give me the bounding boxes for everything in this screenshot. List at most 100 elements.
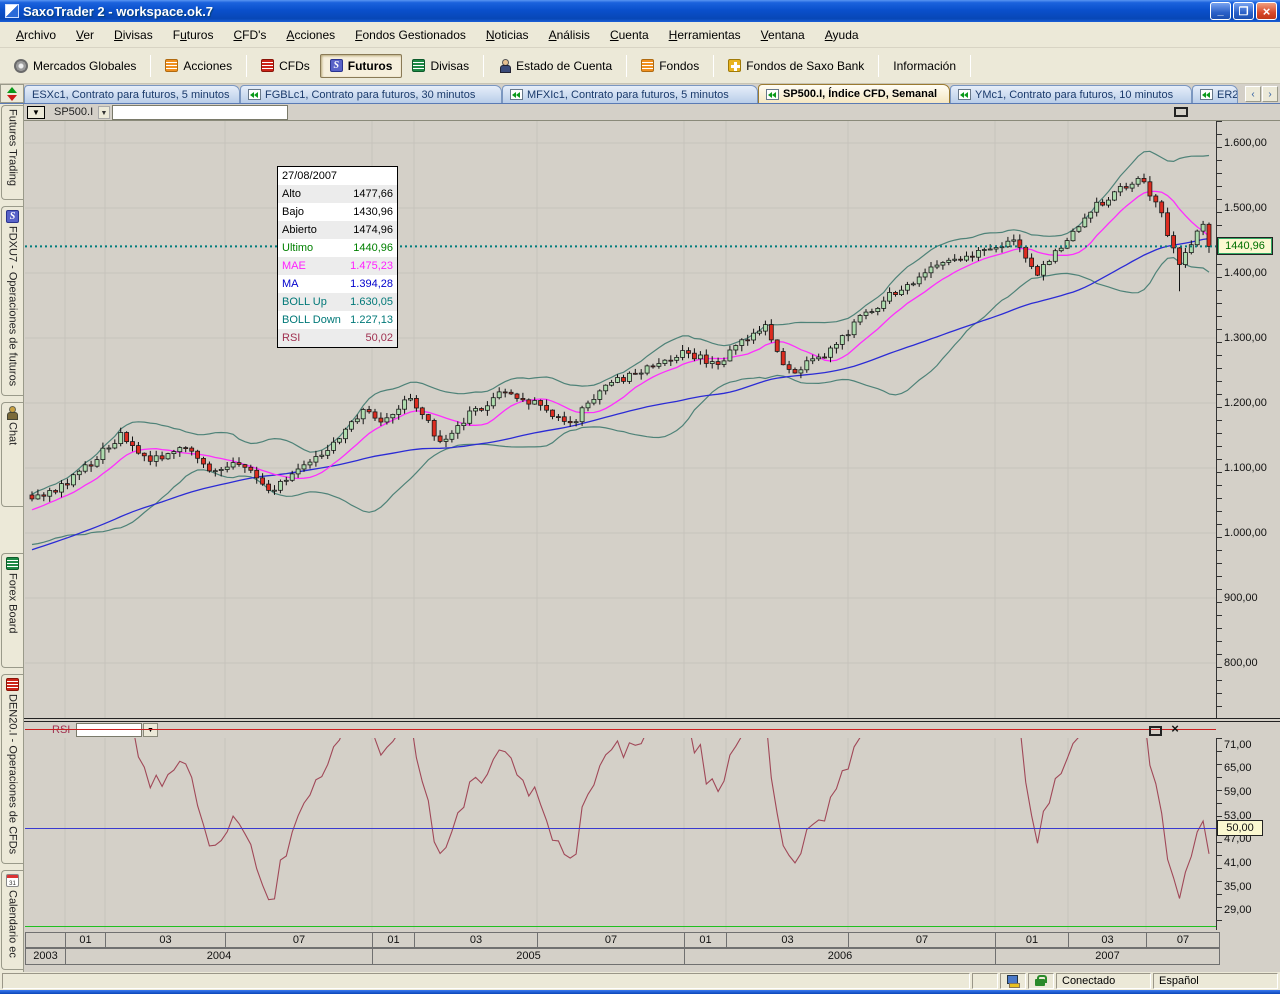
status-bar: ConectadoEspañol xyxy=(0,972,1280,990)
menu-item-futuros[interactable]: Futuros xyxy=(163,25,224,45)
rsi-tick-label: 41,00 xyxy=(1224,857,1252,869)
title-bar: SaxoTrader 2 - workspace.ok.7 _ ❐ × xyxy=(0,0,1280,22)
window-title: SaxoTrader 2 - workspace.ok.7 xyxy=(23,4,1210,19)
tab-esxc1[interactable]: ESXc1, Contrato para futuros, 5 minutos xyxy=(24,85,240,103)
price-tick-label: 1.300,00 xyxy=(1224,332,1267,344)
year-cell: 2003 xyxy=(25,948,66,965)
rsi-close-icon[interactable]: × xyxy=(1168,722,1182,736)
tooltip-row: MA1.394,28 xyxy=(278,275,397,293)
chart-dropdown-button[interactable]: ▼ xyxy=(27,106,45,119)
sidebar-item-forex[interactable]: Forex Board xyxy=(1,553,23,668)
menu-item-ventana[interactable]: Ventana xyxy=(751,25,815,45)
chart-tabs: ESXc1, Contrato para futuros, 5 minutos F… xyxy=(24,84,1243,103)
tab-label: FGBLc1, Contrato para futuros, 30 minuto… xyxy=(265,89,475,101)
toolbar-button-cfds[interactable]: CFDs xyxy=(251,54,320,78)
toolbar-separator xyxy=(246,55,247,77)
status-conectado: Conectado xyxy=(1056,973,1151,989)
toolbar-button-divisas[interactable]: Divisas xyxy=(402,54,479,78)
menu-item-cfd-s[interactable]: CFD's xyxy=(223,25,276,45)
price-tick-label: 1.400,00 xyxy=(1224,267,1267,279)
rsi-tick-label: 65,00 xyxy=(1224,762,1252,774)
menu-item-divisas[interactable]: Divisas xyxy=(104,25,163,45)
tab-fgblc1[interactable]: FGBLc1, Contrato para futuros, 30 minuto… xyxy=(240,85,502,103)
sidebar-item-futures[interactable]: Futures Trading xyxy=(1,105,23,200)
toolbar-separator xyxy=(713,55,714,77)
close-button[interactable]: × xyxy=(1256,2,1277,20)
tab-scroll-left-button[interactable]: ‹ xyxy=(1245,86,1261,102)
toolbar-button-fondos-de-saxo-bank[interactable]: Fondos de Saxo Bank xyxy=(718,54,874,78)
rsi-input[interactable] xyxy=(76,723,142,737)
tab-label: SP500.I, Índice CFD, Semanal xyxy=(783,88,937,100)
menu-item-herramientas[interactable]: Herramientas xyxy=(659,25,751,45)
network-icon xyxy=(1006,975,1020,987)
rsi-caret-icon[interactable]: ▼ xyxy=(143,723,158,737)
toolbar-button-mercados-globales[interactable]: Mercados Globales xyxy=(4,54,146,78)
sidebar-item-den20i[interactable]: DEN20.I - Operaciones de CFDs xyxy=(1,674,23,864)
sidebar-item-label: Forex Board xyxy=(7,573,19,634)
toolbar-button-label: Información xyxy=(893,59,956,73)
menu-item-fondos-gestionados[interactable]: Fondos Gestionados xyxy=(345,25,476,45)
chart-window-icon xyxy=(248,89,261,100)
menu-item-ver[interactable]: Ver xyxy=(66,25,104,45)
symbol-input[interactable] xyxy=(112,105,288,120)
month-cell: 01 xyxy=(372,932,415,948)
rsi-chart[interactable] xyxy=(25,738,1216,930)
rsi-level-line-25 xyxy=(25,926,1216,927)
toolbar-button-label: Mercados Globales xyxy=(33,59,136,73)
menu-item-ayuda[interactable]: Ayuda xyxy=(815,25,869,45)
menu-item-archivo[interactable]: Archivo xyxy=(6,25,66,45)
tab-mfxic1[interactable]: MFXIc1, Contrato para futuros, 5 minutos xyxy=(502,85,758,103)
chart-window-icon xyxy=(1200,89,1213,100)
sidebar-item-calendario[interactable]: 31 Calendario ec xyxy=(1,870,23,970)
tab-ymc1[interactable]: YMc1, Contrato para futuros, 10 minutos xyxy=(950,85,1192,103)
tab-scroll-right-button[interactable]: › xyxy=(1262,86,1278,102)
price-tick-label: 900,00 xyxy=(1224,592,1258,604)
menu-item-acciones[interactable]: Acciones xyxy=(276,25,345,45)
panel-separator-2 xyxy=(24,721,1280,722)
tooltip-row: BOLL Up1.630,05 xyxy=(278,293,397,311)
toolbar-separator xyxy=(150,55,151,77)
price-tick-label: 1.100,00 xyxy=(1224,462,1267,474)
toolbar-button-label: Futuros xyxy=(348,59,393,73)
toolbar-button-futuros[interactable]: SFuturos xyxy=(320,54,403,78)
sidebar-item-label: Calendario ec xyxy=(7,890,19,958)
status-cell-empty xyxy=(972,973,998,989)
symbol-caret-icon[interactable]: ▼ xyxy=(98,106,110,119)
month-cell: 07 xyxy=(1146,932,1220,948)
menu-item-cuenta[interactable]: Cuenta xyxy=(600,25,659,45)
month-cell: 01 xyxy=(65,932,106,948)
price-chart[interactable] xyxy=(25,121,1216,718)
rsi-toolbar: RSI ▼ xyxy=(24,723,1216,738)
tab-er2[interactable]: ER2 xyxy=(1192,85,1238,103)
cfds-icon xyxy=(261,59,274,72)
tab-bar: ESXc1, Contrato para futuros, 5 minutos F… xyxy=(0,84,1280,104)
lock-icon xyxy=(1034,975,1046,987)
restore-button[interactable]: ❐ xyxy=(1233,2,1254,20)
minimize-button[interactable]: _ xyxy=(1210,2,1231,20)
tooltip-row: Abierto1474,96 xyxy=(278,221,397,239)
toolbar-separator xyxy=(626,55,627,77)
rsi-maximize-icon[interactable] xyxy=(1149,726,1162,736)
toolbar-button-estado-de-cuenta[interactable]: Estado de Cuenta xyxy=(488,54,622,78)
symbol-label: SP500.I xyxy=(54,106,93,118)
tab-label: YMc1, Contrato para futuros, 10 minutos xyxy=(975,89,1173,101)
den20.i-icon xyxy=(6,678,19,691)
menu-item-an-lisis[interactable]: Análisis xyxy=(539,25,600,45)
toolbar-button-fondos[interactable]: Fondos xyxy=(631,54,709,78)
toolbar-button-acciones[interactable]: Acciones xyxy=(155,54,242,78)
chart-window-icon xyxy=(958,89,971,100)
month-cell: 07 xyxy=(848,932,996,948)
menu-item-noticias[interactable]: Noticias xyxy=(476,25,539,45)
toolbar-button-informaci-n[interactable]: Información xyxy=(883,54,966,78)
price-tick-label: 800,00 xyxy=(1224,657,1258,669)
sidebar-item-chat[interactable]: Chat xyxy=(1,402,23,507)
price-tick-label: 1.600,00 xyxy=(1224,137,1267,149)
sidebar-item-fdxu7[interactable]: SFDXU7 - Operaciones de futuros xyxy=(1,206,23,396)
time-axis: 2003010307200401030720050103072006010307… xyxy=(24,932,1280,965)
status-cell-network-icon xyxy=(1000,973,1026,989)
status-spacer xyxy=(2,973,970,989)
tab-label: ER2 xyxy=(1217,89,1238,101)
calendario-icon: 31 xyxy=(6,874,19,887)
chart-maximize-icon[interactable] xyxy=(1174,107,1188,117)
tab-sp500-i[interactable]: SP500.I, Índice CFD, Semanal xyxy=(758,84,950,103)
